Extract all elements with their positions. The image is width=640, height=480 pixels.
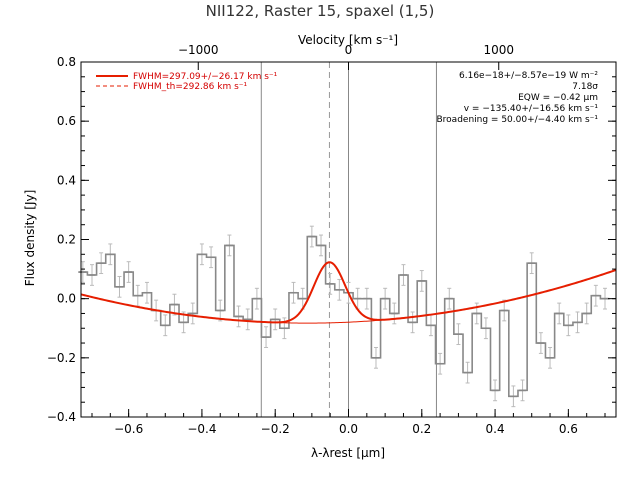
x-tick-label: 0.2 <box>412 422 431 436</box>
fit-curves <box>80 261 617 324</box>
y-tick-label: −0.4 <box>47 410 76 424</box>
error-bars <box>80 225 608 408</box>
y-tick-label: 0.8 <box>57 55 76 69</box>
x-tick-label: −0.6 <box>114 422 143 436</box>
axis-ticks: −0.6 −0.4 −0.2 0.0 0.2 0.4 0.6 −0.4 −0.2 0.0 0.2 0.… <box>47 43 616 436</box>
y-tick-label: 0.2 <box>57 233 76 247</box>
legend: FWHM=297.09+/−26.17 km s⁻¹ FWHM_th=292.8… <box>96 72 278 92</box>
data-step-line <box>78 235 610 398</box>
chart-title: NII122, Raster 15, spaxel (1,5) <box>205 2 435 20</box>
x-tick-label: −0.4 <box>187 422 216 436</box>
stat-significance: 7.18σ <box>572 82 598 92</box>
x-axis-label: λ-λrest [μm] <box>311 446 385 460</box>
stat-velocity: v = −135.40+/−16.56 km s⁻¹ <box>464 104 599 114</box>
top-tick-label: 1000 <box>483 43 514 57</box>
stat-flux: 6.16e−18+/−8.57e−19 W m⁻² <box>459 71 598 81</box>
x-tick-label: 0.0 <box>339 422 358 436</box>
y-tick-label: 0.4 <box>57 173 76 187</box>
vertical-reference-lines <box>260 62 437 417</box>
total-fit-curve <box>80 261 617 324</box>
top-tick-label: 0 <box>345 43 353 57</box>
x-tick-label: 0.6 <box>559 422 578 436</box>
y-axis-label: Flux density [Jy] <box>23 190 37 287</box>
stat-eqw: EQW = −0.42 μm <box>518 93 598 103</box>
fit-statistics: 6.16e−18+/−8.57e−19 W m⁻² 7.18σ EQW = −0… <box>437 71 599 125</box>
top-axis-label: Velocity [km s⁻¹] <box>298 33 398 47</box>
y-tick-label: 0.6 <box>57 114 76 128</box>
top-tick-label: −1000 <box>178 43 219 57</box>
x-tick-label: −0.2 <box>261 422 290 436</box>
y-tick-label: −0.2 <box>47 351 76 365</box>
stat-broadening: Broadening = 50.00+/−4.40 km s⁻¹ <box>437 115 599 125</box>
y-tick-label: 0.0 <box>57 292 76 306</box>
x-tick-label: 0.4 <box>486 422 505 436</box>
data-steps <box>78 235 610 398</box>
legend-label-fwhm: FWHM=297.09+/−26.17 km s⁻¹ <box>133 72 278 82</box>
legend-label-fwhm-th: FWHM_th=292.86 km s⁻¹ <box>133 82 248 92</box>
